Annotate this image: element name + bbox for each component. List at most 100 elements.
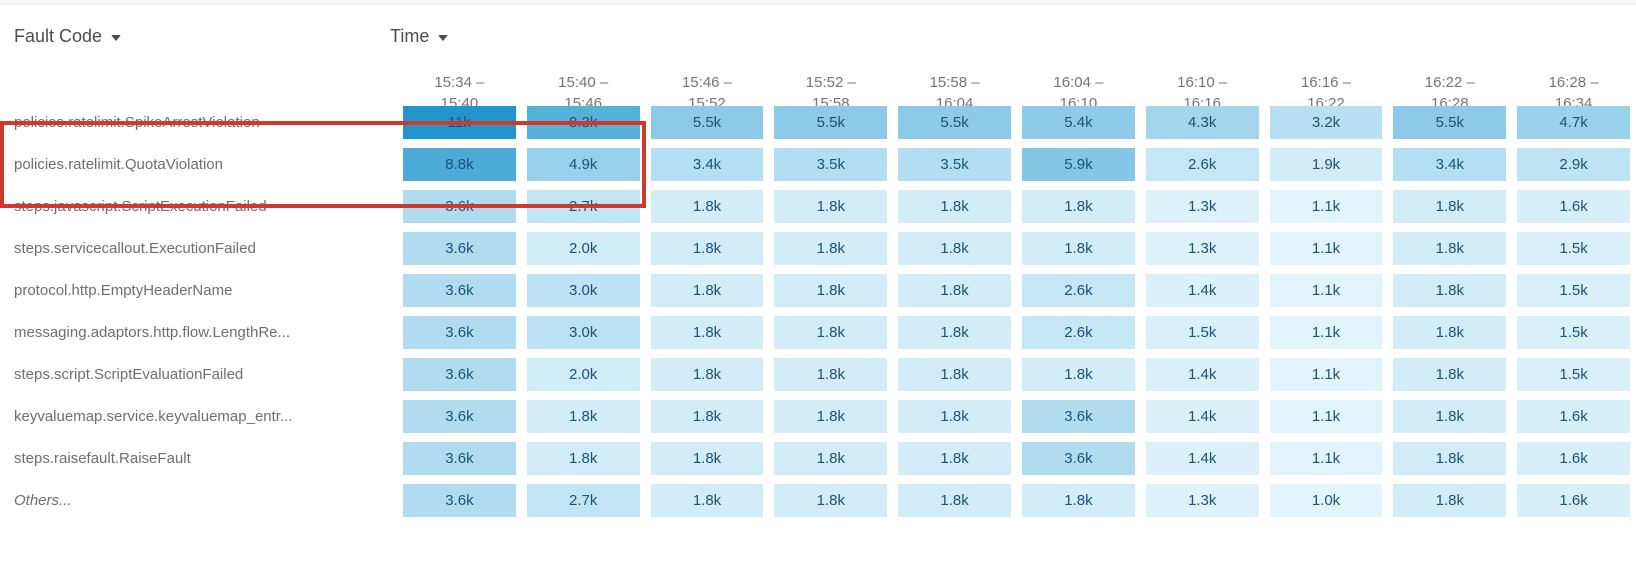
- heatmap-cell[interactable]: 1.8k: [774, 484, 888, 517]
- heatmap-cell[interactable]: 1.8k: [774, 232, 888, 265]
- heatmap-cell[interactable]: 1.8k: [1022, 484, 1135, 517]
- heatmap-cell[interactable]: 1.3k: [1145, 190, 1259, 223]
- heatmap-cell[interactable]: 5.5k: [650, 106, 764, 139]
- heatmap-cell[interactable]: 1.8k: [1393, 274, 1507, 307]
- heatmap-cell[interactable]: 1.8k: [1393, 358, 1507, 391]
- heatmap-cell[interactable]: 3.6k: [403, 400, 516, 433]
- heatmap-cell[interactable]: 3.6k: [403, 190, 516, 223]
- fault-code-dropdown[interactable]: Fault Code: [14, 26, 122, 47]
- heatmap-cell[interactable]: 1.5k: [1517, 316, 1630, 349]
- heatmap-cell[interactable]: 1.1k: [1269, 316, 1383, 349]
- heatmap-cell[interactable]: 1.8k: [1393, 484, 1507, 517]
- time-dropdown[interactable]: Time: [390, 26, 449, 47]
- heatmap-cell[interactable]: 1.8k: [774, 400, 888, 433]
- heatmap-cell[interactable]: 3.5k: [898, 148, 1011, 181]
- heatmap-cell[interactable]: 1.8k: [898, 358, 1011, 391]
- heatmap-cell[interactable]: 1.8k: [650, 232, 764, 265]
- heatmap-cell[interactable]: 1.8k: [774, 190, 888, 223]
- heatmap-cell[interactable]: 1.6k: [1517, 484, 1630, 517]
- heatmap-cell[interactable]: 1.8k: [650, 484, 764, 517]
- heatmap-cell[interactable]: 5.4k: [1022, 106, 1135, 139]
- heatmap-cell[interactable]: 1.8k: [1393, 316, 1507, 349]
- heatmap-cell[interactable]: 1.0k: [1269, 484, 1383, 517]
- heatmap-cell[interactable]: 3.6k: [403, 232, 516, 265]
- heatmap-cell[interactable]: 1.3k: [1145, 484, 1259, 517]
- heatmap-cell[interactable]: 1.8k: [898, 484, 1011, 517]
- heatmap-cell[interactable]: 1.4k: [1145, 358, 1259, 391]
- heatmap-cell[interactable]: 1.5k: [1517, 358, 1630, 391]
- heatmap-cell[interactable]: 1.8k: [650, 358, 764, 391]
- heatmap-cell[interactable]: 1.6k: [1517, 442, 1630, 475]
- heatmap-cell[interactable]: 1.1k: [1269, 400, 1383, 433]
- heatmap-cell[interactable]: 1.8k: [774, 358, 888, 391]
- heatmap-cell[interactable]: 3.0k: [526, 316, 640, 349]
- heatmap-cell[interactable]: 1.8k: [650, 442, 764, 475]
- heatmap-cell[interactable]: 2.6k: [1022, 274, 1135, 307]
- heatmap-cell[interactable]: 1.5k: [1517, 232, 1630, 265]
- heatmap-cell[interactable]: 1.8k: [1022, 358, 1135, 391]
- heatmap-cell[interactable]: 1.4k: [1145, 274, 1259, 307]
- heatmap-cell[interactable]: 11k: [403, 106, 516, 139]
- heatmap-cell[interactable]: 1.8k: [650, 316, 764, 349]
- heatmap-cell[interactable]: 2.7k: [526, 190, 640, 223]
- heatmap-cell[interactable]: 2.9k: [1517, 148, 1630, 181]
- heatmap-cell[interactable]: 1.8k: [898, 316, 1011, 349]
- heatmap-cell[interactable]: 1.6k: [1517, 400, 1630, 433]
- heatmap-cell[interactable]: 1.1k: [1269, 232, 1383, 265]
- heatmap-cell[interactable]: 1.8k: [650, 190, 764, 223]
- heatmap-cell[interactable]: 1.1k: [1269, 274, 1383, 307]
- heatmap-cell[interactable]: 4.9k: [526, 148, 640, 181]
- heatmap-cell[interactable]: 1.4k: [1145, 442, 1259, 475]
- heatmap-cell[interactable]: 1.8k: [1022, 190, 1135, 223]
- heatmap-cell[interactable]: 1.8k: [774, 316, 888, 349]
- heatmap-cell[interactable]: 1.8k: [650, 274, 764, 307]
- heatmap-cell[interactable]: 1.4k: [1145, 400, 1259, 433]
- heatmap-cell[interactable]: 1.8k: [1393, 232, 1507, 265]
- heatmap-cell[interactable]: 5.9k: [1022, 148, 1135, 181]
- heatmap-cell[interactable]: 3.4k: [1393, 148, 1507, 181]
- heatmap-cell[interactable]: 2.0k: [526, 232, 640, 265]
- heatmap-cell[interactable]: 1.8k: [898, 274, 1011, 307]
- heatmap-cell[interactable]: 1.1k: [1269, 442, 1383, 475]
- heatmap-cell[interactable]: 1.8k: [898, 400, 1011, 433]
- heatmap-cell[interactable]: 5.5k: [1393, 106, 1507, 139]
- heatmap-cell[interactable]: 1.5k: [1145, 316, 1259, 349]
- heatmap-cell[interactable]: 1.6k: [1517, 190, 1630, 223]
- heatmap-cell[interactable]: 1.8k: [1022, 232, 1135, 265]
- heatmap-cell[interactable]: 2.0k: [526, 358, 640, 391]
- heatmap-cell[interactable]: 2.7k: [526, 484, 640, 517]
- heatmap-cell[interactable]: 1.1k: [1269, 190, 1383, 223]
- heatmap-cell[interactable]: 3.6k: [1022, 442, 1135, 475]
- heatmap-cell[interactable]: 1.8k: [898, 232, 1011, 265]
- heatmap-cell[interactable]: 1.3k: [1145, 232, 1259, 265]
- heatmap-cell[interactable]: 3.6k: [403, 484, 516, 517]
- heatmap-cell[interactable]: 1.8k: [774, 442, 888, 475]
- heatmap-cell[interactable]: 3.6k: [403, 442, 516, 475]
- heatmap-cell[interactable]: 8.8k: [403, 148, 516, 181]
- heatmap-cell[interactable]: 4.3k: [1145, 106, 1259, 139]
- heatmap-cell[interactable]: 1.1k: [1269, 358, 1383, 391]
- heatmap-cell[interactable]: 1.8k: [1393, 442, 1507, 475]
- heatmap-cell[interactable]: 3.6k: [403, 274, 516, 307]
- heatmap-cell[interactable]: 1.8k: [1393, 190, 1507, 223]
- heatmap-cell[interactable]: 5.5k: [774, 106, 888, 139]
- heatmap-cell[interactable]: 1.8k: [526, 442, 640, 475]
- heatmap-cell[interactable]: 3.6k: [403, 358, 516, 391]
- heatmap-cell[interactable]: 3.5k: [774, 148, 888, 181]
- heatmap-cell[interactable]: 1.9k: [1269, 148, 1383, 181]
- heatmap-cell[interactable]: 3.6k: [1022, 400, 1135, 433]
- heatmap-cell[interactable]: 1.8k: [1393, 400, 1507, 433]
- heatmap-cell[interactable]: 1.5k: [1517, 274, 1630, 307]
- heatmap-cell[interactable]: 2.6k: [1145, 148, 1259, 181]
- heatmap-cell[interactable]: 3.0k: [526, 274, 640, 307]
- heatmap-cell[interactable]: 1.8k: [650, 400, 764, 433]
- heatmap-cell[interactable]: 3.6k: [403, 316, 516, 349]
- heatmap-cell[interactable]: 5.5k: [898, 106, 1011, 139]
- heatmap-cell[interactable]: 1.8k: [526, 400, 640, 433]
- heatmap-cell[interactable]: 1.8k: [898, 442, 1011, 475]
- heatmap-cell[interactable]: 4.7k: [1517, 106, 1630, 139]
- heatmap-cell[interactable]: 2.6k: [1022, 316, 1135, 349]
- heatmap-cell[interactable]: 8.3k: [526, 106, 640, 139]
- heatmap-cell[interactable]: 1.8k: [898, 190, 1011, 223]
- heatmap-cell[interactable]: 1.8k: [774, 274, 888, 307]
